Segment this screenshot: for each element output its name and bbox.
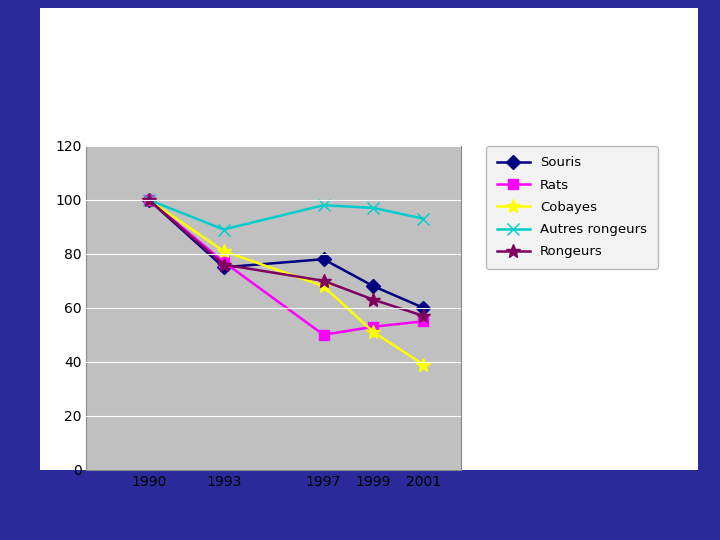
- Rats: [145, 197, 153, 203]
- Souris: [319, 256, 328, 262]
- Line: Cobayes: Cobayes: [142, 193, 431, 372]
- Rongeurs: [319, 278, 328, 284]
- Autres rongeurs: [369, 205, 378, 211]
- Line: Souris: Souris: [144, 195, 428, 313]
- Autres rongeurs: [145, 197, 153, 203]
- Rats: [419, 318, 428, 325]
- Text: RONGEURS: RONGEURS: [304, 99, 416, 117]
- Rongeurs: [369, 296, 378, 303]
- Cobayes: [220, 248, 228, 254]
- Rats: [220, 259, 228, 265]
- Line: Autres rongeurs: Autres rongeurs: [143, 193, 430, 236]
- Line: Rongeurs: Rongeurs: [142, 193, 431, 323]
- Souris: [369, 283, 378, 289]
- Text: EVOLUTION 1990 – 2001 (% de 1990): EVOLUTION 1990 – 2001 (% de 1990): [188, 58, 532, 77]
- Rats: [369, 323, 378, 330]
- Souris: [220, 264, 228, 271]
- Autres rongeurs: [419, 215, 428, 222]
- Rongeurs: [145, 197, 153, 203]
- Cobayes: [419, 361, 428, 368]
- Line: Rats: Rats: [144, 195, 428, 340]
- Cobayes: [145, 197, 153, 203]
- Cobayes: [319, 283, 328, 289]
- Text: L’EXPERIMENTATION ANIMALE EN FRANCE: L’EXPERIMENTATION ANIMALE EN FRANCE: [165, 23, 555, 42]
- Autres rongeurs: [220, 226, 228, 233]
- Cobayes: [369, 329, 378, 335]
- Legend: Souris, Rats, Cobayes, Autres rongeurs, Rongeurs: Souris, Rats, Cobayes, Autres rongeurs, …: [486, 146, 658, 269]
- Rongeurs: [220, 261, 228, 268]
- Autres rongeurs: [319, 202, 328, 208]
- Souris: [145, 197, 153, 203]
- Rats: [319, 332, 328, 338]
- Rongeurs: [419, 313, 428, 319]
- Souris: [419, 305, 428, 311]
